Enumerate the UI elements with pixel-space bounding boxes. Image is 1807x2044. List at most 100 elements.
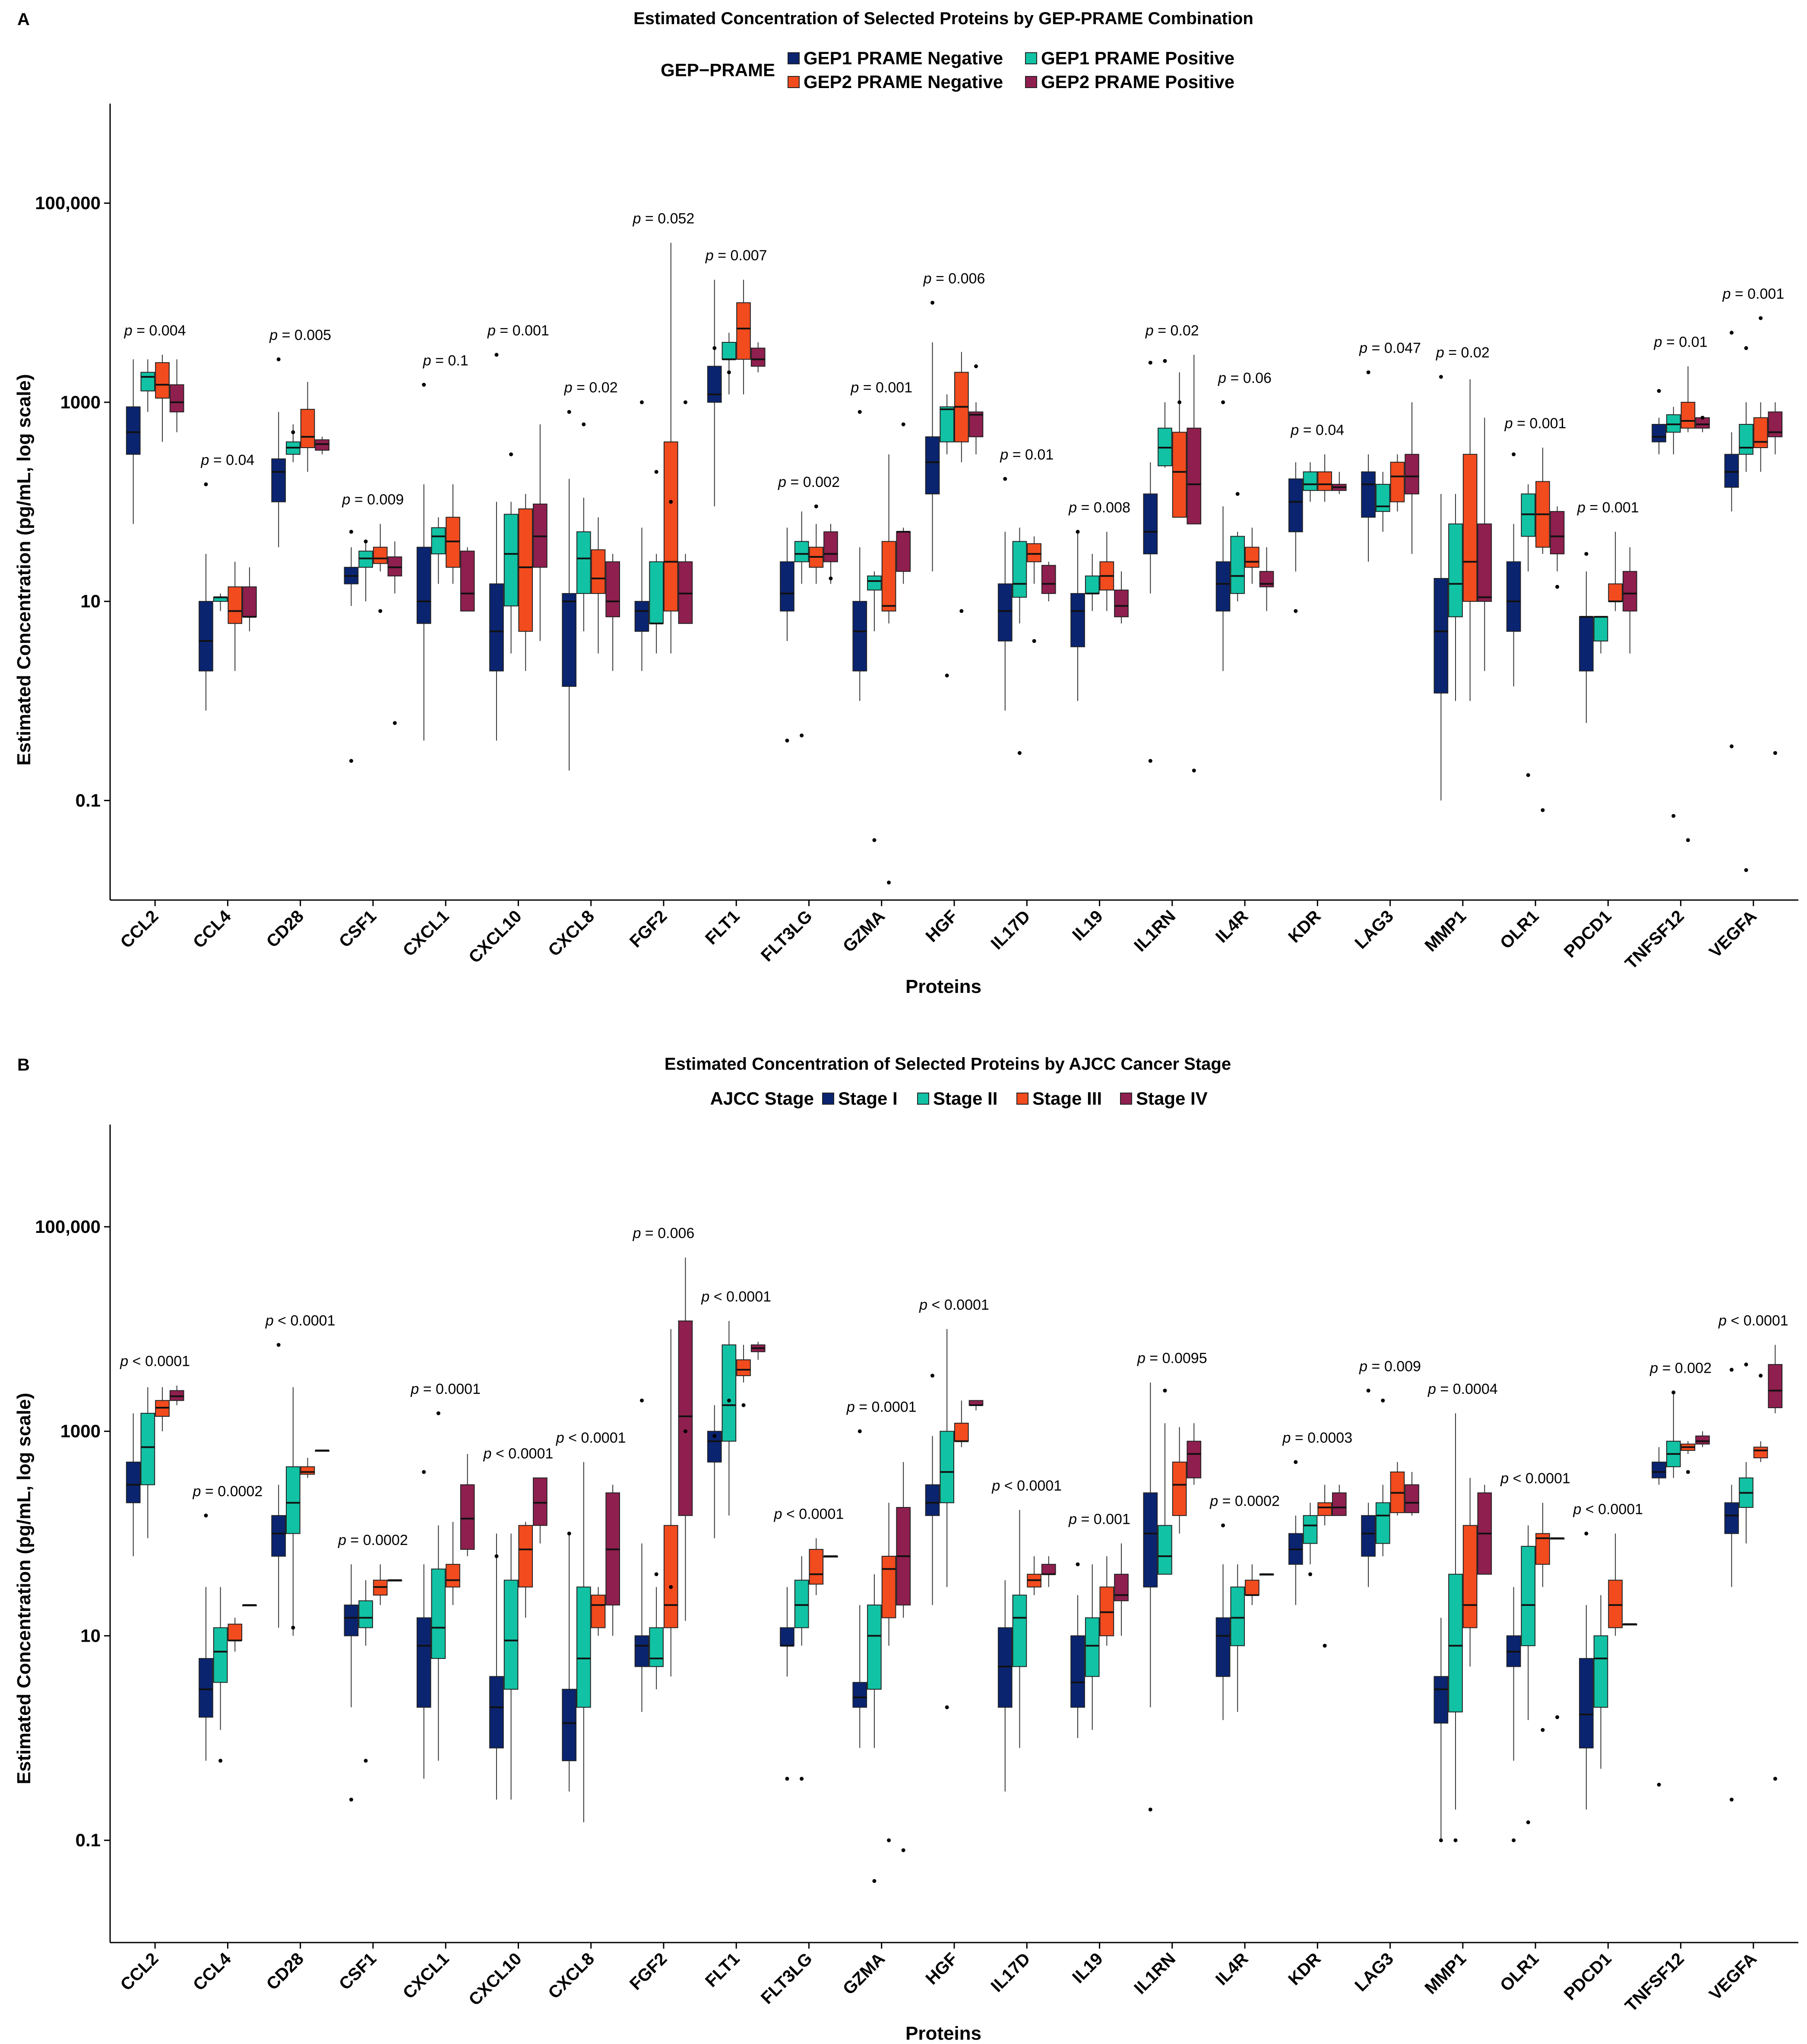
x-tick-label: CSF1 xyxy=(335,907,380,951)
outlier-point xyxy=(494,353,499,357)
panel-a-y-axis-title: Estimated Concentration (pg/mL, log scal… xyxy=(13,374,35,765)
box-cxcl8-4 xyxy=(605,561,620,617)
outlier-point xyxy=(276,1343,281,1347)
outlier-point xyxy=(727,1398,731,1403)
p-value-label: p = 0.052 xyxy=(633,210,695,227)
legend-item-label: Stage I xyxy=(838,1088,898,1109)
outlier-point xyxy=(800,1777,804,1781)
x-tick-label: FLT3LG xyxy=(757,1949,816,2008)
outlier-point xyxy=(1294,609,1298,613)
y-tick-label: 0.1 xyxy=(76,1830,101,1850)
box-il4r-2 xyxy=(1230,1586,1245,1646)
box-pdcd1-3 xyxy=(1608,1580,1623,1628)
box-il1rn-1 xyxy=(1143,1492,1158,1588)
x-tick-label: CXCL8 xyxy=(544,907,598,960)
p-value-label: p = 0.001 xyxy=(1722,286,1784,302)
p-value-label: p = 0.02 xyxy=(1145,322,1199,339)
y-tick-label: 1000 xyxy=(60,1421,101,1441)
box-tnfsf12-1 xyxy=(1652,1461,1666,1479)
box-fgf2-1 xyxy=(634,1635,649,1667)
box-cd28-3 xyxy=(300,409,315,449)
outlier-point xyxy=(204,1513,208,1518)
legend-item-label: Stage III xyxy=(1032,1088,1102,1109)
outlier-point xyxy=(901,422,905,426)
box-ccl4-3 xyxy=(228,1624,243,1641)
box-il4r-1 xyxy=(1215,561,1231,612)
box-cxcl10-2 xyxy=(503,1580,519,1690)
box-cxcl1-2 xyxy=(431,1568,446,1659)
legend-swatch xyxy=(1025,76,1037,88)
x-tick-label: CCL4 xyxy=(190,907,235,952)
x-tick-label: LAG3 xyxy=(1351,907,1397,953)
outlier-point xyxy=(1235,492,1240,496)
panel-b-label: B xyxy=(17,1055,30,1074)
outlier-point xyxy=(1541,1728,1545,1732)
p-value-label: p = 0.001 xyxy=(1504,415,1566,432)
x-tick-label: CCL2 xyxy=(117,907,162,952)
p-value-label: p = 0.02 xyxy=(564,379,618,396)
x-tick-label: MMP1 xyxy=(1421,907,1470,955)
box-flt3lg-2 xyxy=(794,1580,809,1628)
y-tick-label: 10 xyxy=(80,1625,101,1646)
outlier-point xyxy=(858,410,862,414)
x-tick-label: OLR1 xyxy=(1497,1949,1543,1995)
p-value-label: p = 0.009 xyxy=(1359,1358,1421,1374)
box-csf1-1 xyxy=(344,1605,359,1636)
y-tick-label: 1000 xyxy=(60,392,101,412)
outlier-point xyxy=(872,1879,877,1883)
box-csf1-3 xyxy=(373,547,388,564)
box-ccl2-2 xyxy=(140,1412,155,1485)
box-hgf-2 xyxy=(940,406,955,442)
box-ccl2-2 xyxy=(140,372,155,392)
box-lag3-4 xyxy=(1405,1484,1419,1513)
legend-item-label: GEP1 PRAME Positive xyxy=(1041,48,1234,68)
box-flt3lg-2 xyxy=(794,541,809,562)
box-mmp1-3 xyxy=(1462,1525,1478,1628)
box-cxcl8-2 xyxy=(576,531,591,594)
x-tick-label: CSF1 xyxy=(335,1949,380,1993)
outlier-point xyxy=(639,400,644,404)
p-value-label: p = 0.001 xyxy=(487,322,549,339)
legend-swatch xyxy=(788,52,800,64)
box-hgf-3 xyxy=(954,1422,969,1442)
box-flt1-3 xyxy=(736,1359,751,1376)
p-value-label: p = 0.0004 xyxy=(1427,1381,1498,1397)
p-value-label: p = 0.04 xyxy=(1290,422,1344,438)
box-vegfa-3 xyxy=(1753,417,1768,449)
box-hgf-1 xyxy=(925,1484,940,1516)
outlier-point xyxy=(712,346,717,350)
legend-title: GEP−PRAME xyxy=(661,60,775,80)
outlier-point xyxy=(872,838,877,842)
panel-a-legend: GEP−PRAME GEP1 PRAME Negative GEP1 PRAME P… xyxy=(661,48,1234,92)
outlier-point xyxy=(1192,768,1196,773)
box-olr1-1 xyxy=(1506,561,1521,632)
box-fgf2-1 xyxy=(634,601,649,632)
p-value-label: p = 0.047 xyxy=(1359,340,1421,356)
box-kdr-2 xyxy=(1303,1515,1318,1544)
outlier-point xyxy=(945,1705,949,1709)
outlier-point xyxy=(669,500,673,504)
box-mmp1-1 xyxy=(1434,578,1449,694)
panel-b-y-axis-title: Estimated Concentration (pg/mL, log scal… xyxy=(13,1393,35,1784)
outlier-point xyxy=(1439,1838,1443,1842)
outlier-point xyxy=(1759,316,1763,320)
box-cd28-4 xyxy=(315,439,329,451)
box-kdr-3 xyxy=(1317,1502,1332,1516)
p-value-label: p < 0.0001 xyxy=(483,1446,554,1462)
outlier-point xyxy=(1526,1820,1530,1824)
y-tick-label: 100,000 xyxy=(35,1216,101,1237)
outlier-point xyxy=(683,1429,687,1434)
box-cxcl10-2 xyxy=(503,514,519,607)
box-il19-4 xyxy=(1114,589,1129,617)
box-mmp1-4 xyxy=(1477,523,1492,602)
box-flt1-4 xyxy=(750,348,766,367)
legend-swatch xyxy=(1025,52,1037,64)
outlier-point xyxy=(1221,400,1225,404)
box-kdr-2 xyxy=(1303,471,1318,491)
box-pdcd1-1 xyxy=(1579,616,1594,672)
outlier-point xyxy=(364,539,368,543)
box-pdcd1-3 xyxy=(1608,583,1623,602)
x-tick-label: TNFSF12 xyxy=(1621,907,1688,973)
p-value-label: p = 0.002 xyxy=(1649,1360,1712,1377)
x-tick-label: IL1RN xyxy=(1130,907,1179,955)
